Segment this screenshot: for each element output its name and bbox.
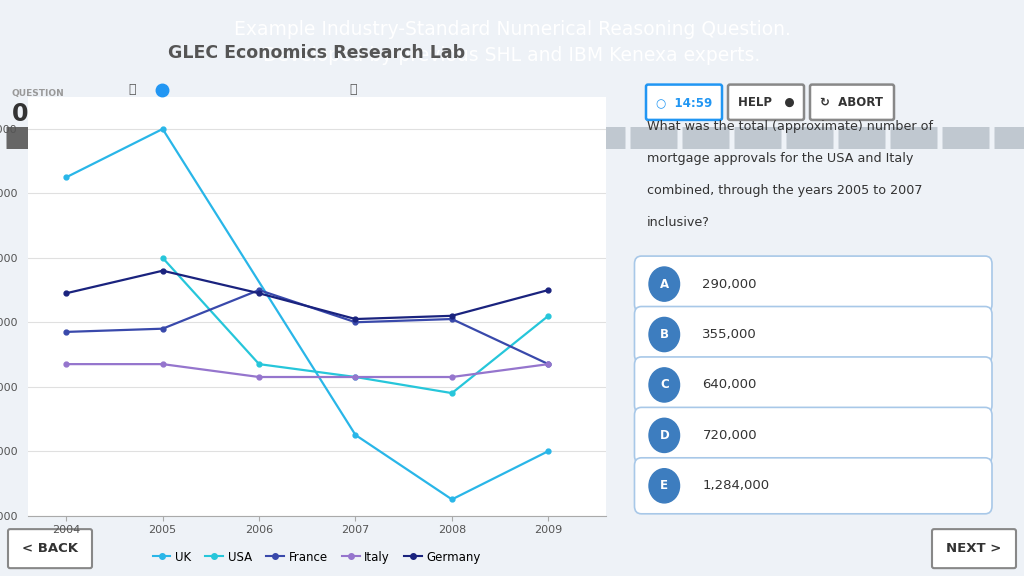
Text: 290,000: 290,000 bbox=[702, 278, 757, 290]
FancyBboxPatch shape bbox=[371, 99, 418, 176]
Circle shape bbox=[649, 469, 680, 503]
FancyBboxPatch shape bbox=[942, 99, 989, 176]
FancyBboxPatch shape bbox=[635, 407, 992, 463]
FancyBboxPatch shape bbox=[58, 99, 105, 176]
Text: ○  14:59: ○ 14:59 bbox=[656, 96, 712, 109]
FancyBboxPatch shape bbox=[318, 99, 366, 176]
FancyBboxPatch shape bbox=[579, 99, 626, 176]
Circle shape bbox=[649, 418, 680, 453]
Text: Developed by previous SHL and IBM Kenexa experts.: Developed by previous SHL and IBM Kenexa… bbox=[263, 47, 761, 66]
Title: GLEC Economics Research Lab: GLEC Economics Research Lab bbox=[168, 44, 466, 62]
FancyBboxPatch shape bbox=[111, 99, 158, 176]
Text: mortgage approvals for the USA and Italy: mortgage approvals for the USA and Italy bbox=[647, 151, 913, 165]
FancyBboxPatch shape bbox=[728, 85, 804, 120]
Circle shape bbox=[649, 267, 680, 301]
FancyBboxPatch shape bbox=[635, 256, 992, 312]
FancyBboxPatch shape bbox=[635, 458, 992, 514]
Text: 640,000: 640,000 bbox=[702, 378, 757, 392]
Text: inclusive?: inclusive? bbox=[647, 215, 710, 229]
Text: 01/20: 01/20 bbox=[12, 101, 86, 125]
FancyBboxPatch shape bbox=[994, 99, 1024, 176]
Text: ⌕: ⌕ bbox=[349, 83, 357, 96]
Text: 355,000: 355,000 bbox=[702, 328, 757, 341]
Text: 720,000: 720,000 bbox=[702, 429, 757, 442]
FancyBboxPatch shape bbox=[526, 99, 573, 176]
FancyBboxPatch shape bbox=[839, 99, 886, 176]
FancyBboxPatch shape bbox=[635, 357, 992, 413]
FancyBboxPatch shape bbox=[683, 99, 729, 176]
Circle shape bbox=[649, 368, 680, 402]
Text: ⌕: ⌕ bbox=[128, 83, 136, 96]
Text: B: B bbox=[659, 328, 669, 341]
Text: C: C bbox=[659, 378, 669, 392]
FancyBboxPatch shape bbox=[266, 99, 313, 176]
FancyBboxPatch shape bbox=[786, 99, 834, 176]
FancyBboxPatch shape bbox=[891, 99, 938, 176]
FancyBboxPatch shape bbox=[635, 306, 992, 362]
Text: Example Industry-Standard Numerical Reasoning Question.: Example Industry-Standard Numerical Reas… bbox=[233, 20, 791, 39]
FancyBboxPatch shape bbox=[474, 99, 521, 176]
FancyBboxPatch shape bbox=[214, 99, 261, 176]
FancyBboxPatch shape bbox=[6, 99, 53, 176]
Text: D: D bbox=[659, 429, 669, 442]
Text: < BACK: < BACK bbox=[22, 542, 78, 555]
Legend: UK, USA, France, Italy, Germany: UK, USA, France, Italy, Germany bbox=[148, 546, 485, 569]
FancyBboxPatch shape bbox=[163, 99, 210, 176]
Text: 1,284,000: 1,284,000 bbox=[702, 479, 770, 492]
Text: combined, through the years 2005 to 2007: combined, through the years 2005 to 2007 bbox=[647, 184, 923, 196]
FancyBboxPatch shape bbox=[646, 85, 722, 120]
Text: ↻  ABORT: ↻ ABORT bbox=[820, 96, 884, 109]
FancyBboxPatch shape bbox=[423, 99, 469, 176]
FancyBboxPatch shape bbox=[734, 99, 781, 176]
Circle shape bbox=[649, 317, 680, 351]
Text: QUESTION: QUESTION bbox=[12, 89, 65, 97]
Text: E: E bbox=[660, 479, 669, 492]
Text: HELP   ●: HELP ● bbox=[737, 96, 795, 109]
FancyBboxPatch shape bbox=[932, 529, 1016, 568]
Text: A: A bbox=[659, 278, 669, 290]
Text: NEXT >: NEXT > bbox=[946, 542, 1001, 555]
FancyBboxPatch shape bbox=[8, 529, 92, 568]
FancyBboxPatch shape bbox=[810, 85, 894, 120]
FancyBboxPatch shape bbox=[631, 99, 678, 176]
Text: What was the total (approximate) number of: What was the total (approximate) number … bbox=[647, 120, 933, 132]
